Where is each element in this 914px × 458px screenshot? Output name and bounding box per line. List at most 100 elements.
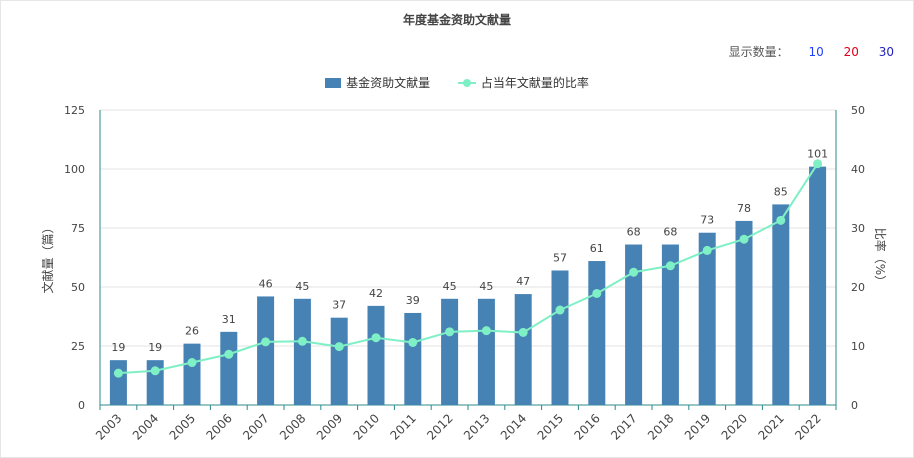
legend-line-label: 占当年文献量的比率 (480, 76, 589, 90)
bar-value-label: 45 (479, 280, 493, 293)
ratio-point (334, 342, 344, 352)
ratio-point (187, 358, 197, 368)
y-tick-label: 125 (64, 104, 85, 117)
bar (514, 294, 532, 405)
bar-value-label: 19 (148, 341, 162, 354)
x-tick-label: 2011 (387, 411, 418, 442)
bar (625, 244, 643, 405)
x-tick-label: 2014 (498, 411, 529, 442)
y-tick-label: 50 (71, 281, 85, 294)
bar-value-label: 68 (663, 226, 677, 239)
count-option-10[interactable]: 10 (808, 45, 824, 59)
y-tick-label: 75 (71, 222, 85, 235)
x-tick-label: 2004 (130, 411, 161, 442)
x-tick-label: 2012 (424, 411, 455, 442)
bar (772, 204, 790, 405)
y-tick-label: 100 (64, 163, 85, 176)
bar-value-label: 45 (295, 280, 309, 293)
bar (330, 317, 348, 405)
display-count-label: 显示数量： (728, 45, 789, 59)
x-tick-label: 2010 (351, 411, 382, 442)
bar (661, 244, 679, 405)
legend-line-swatch (457, 78, 476, 88)
y-tick-label: 0 (78, 399, 85, 412)
count-option-20[interactable]: 20 (843, 45, 859, 59)
y2-tick-label: 20 (851, 281, 865, 294)
legend-bar-label: 基金资助文献量 (346, 76, 431, 90)
ratio-point (665, 261, 675, 271)
bar-value-label: 42 (369, 287, 383, 300)
x-tick-label: 2006 (203, 411, 234, 442)
x-tick-label: 2020 (719, 411, 750, 442)
y2-axis-title: 比率（%） (873, 228, 888, 287)
bar-value-label: 37 (332, 299, 346, 312)
bar (183, 343, 201, 405)
bar (220, 331, 238, 405)
x-tick-label: 2016 (571, 411, 602, 442)
ratio-point (629, 267, 639, 277)
bar-value-label: 78 (737, 202, 751, 215)
bar-value-label: 68 (627, 226, 641, 239)
ratio-point (150, 366, 160, 376)
bar (367, 305, 385, 405)
x-tick-label: 2005 (167, 411, 198, 442)
ratio-point (408, 337, 418, 347)
bar-value-label: 101 (807, 148, 828, 161)
x-tick-label: 2017 (608, 411, 639, 442)
x-tick-label: 2013 (461, 411, 492, 442)
bar-value-label: 61 (590, 242, 604, 255)
ratio-point (813, 159, 823, 169)
display-count-selector: 显示数量： 10 20 30 (729, 43, 894, 60)
bar-value-label: 19 (111, 341, 125, 354)
x-tick-label: 2008 (277, 411, 308, 442)
y2-tick-label: 0 (851, 399, 858, 412)
ratio-point (555, 305, 565, 315)
ratio-point (739, 234, 749, 244)
ratio-point (518, 327, 528, 337)
bar (257, 296, 275, 405)
y-tick-label: 25 (71, 340, 85, 353)
x-tick-label: 2022 (792, 411, 823, 442)
ratio-point (776, 215, 786, 225)
ratio-line (118, 163, 819, 375)
ratio-point (371, 333, 381, 343)
x-tick-label: 2019 (682, 411, 713, 442)
y2-tick-label: 50 (851, 104, 865, 117)
legend-item-bar[interactable]: 基金资助文献量 (325, 74, 430, 91)
bar-value-label: 26 (185, 325, 199, 338)
bar (477, 298, 495, 405)
bar-value-label: 85 (774, 185, 788, 198)
x-tick-label: 2018 (645, 411, 676, 442)
y2-tick-label: 10 (851, 340, 865, 353)
x-tick-label: 2021 (755, 411, 786, 442)
bar (109, 360, 127, 405)
count-option-30[interactable]: 30 (878, 45, 894, 59)
bar-value-label: 47 (516, 275, 530, 288)
ratio-point (224, 349, 234, 359)
chart-title: 年度基金资助文献量 (402, 13, 511, 27)
legend-item-line[interactable]: 占当年文献量的比率 (457, 74, 589, 91)
x-tick-label: 2007 (240, 411, 271, 442)
bar (404, 312, 422, 405)
legend-bar-swatch (325, 78, 342, 88)
ratio-point (261, 337, 271, 347)
ratio-point (113, 368, 123, 378)
bar-value-label: 45 (443, 280, 457, 293)
bar (441, 298, 459, 405)
bar-value-label: 73 (700, 214, 714, 227)
chart-legend: 基金资助文献量 占当年文献量的比率 (0, 74, 914, 91)
y2-tick-label: 30 (851, 222, 865, 235)
ratio-point (297, 336, 307, 346)
bar (735, 220, 753, 405)
ratio-point (592, 288, 602, 298)
ratio-point (702, 245, 712, 255)
bar (551, 270, 569, 405)
bar-value-label: 31 (222, 313, 236, 326)
y-axis-title: 文献量（篇） (40, 221, 55, 293)
x-tick-label: 2015 (535, 411, 566, 442)
x-tick-label: 2009 (314, 411, 345, 442)
bar (698, 232, 716, 405)
bar-value-label: 57 (553, 251, 567, 264)
x-tick-label: 2003 (93, 411, 124, 442)
